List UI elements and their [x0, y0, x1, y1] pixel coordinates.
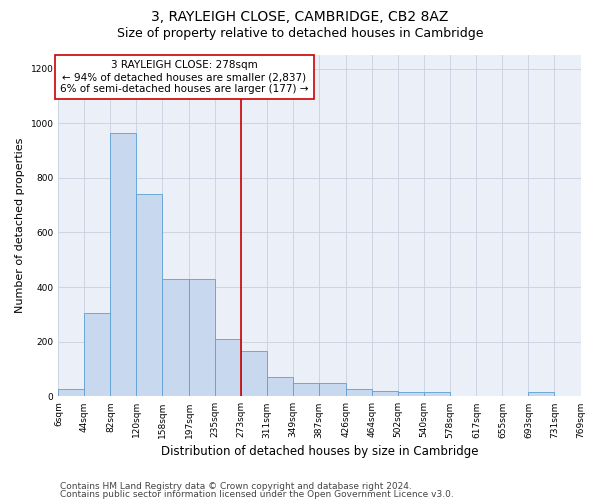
Bar [163, 279, 189, 396]
Bar [136, 194, 163, 396]
Text: Size of property relative to detached houses in Cambridge: Size of property relative to detached ho… [117, 28, 483, 40]
Bar [110, 133, 136, 396]
Y-axis label: Number of detached properties: Number of detached properties [15, 138, 25, 314]
Bar [398, 392, 424, 396]
Bar [189, 279, 215, 396]
Text: Contains HM Land Registry data © Crown copyright and database right 2024.: Contains HM Land Registry data © Crown c… [60, 482, 412, 491]
Bar [241, 352, 267, 397]
Bar [529, 392, 554, 396]
Text: Contains public sector information licensed under the Open Government Licence v3: Contains public sector information licen… [60, 490, 454, 499]
Text: 3, RAYLEIGH CLOSE, CAMBRIDGE, CB2 8AZ: 3, RAYLEIGH CLOSE, CAMBRIDGE, CB2 8AZ [151, 10, 449, 24]
Bar [424, 392, 450, 396]
Bar [85, 313, 110, 396]
Bar [372, 392, 398, 396]
Bar [581, 392, 600, 396]
Text: 3 RAYLEIGH CLOSE: 278sqm
← 94% of detached houses are smaller (2,837)
6% of semi: 3 RAYLEIGH CLOSE: 278sqm ← 94% of detach… [60, 60, 308, 94]
Bar [215, 339, 241, 396]
Bar [319, 384, 346, 396]
X-axis label: Distribution of detached houses by size in Cambridge: Distribution of detached houses by size … [161, 444, 478, 458]
Bar [346, 388, 372, 396]
Bar [293, 383, 319, 396]
Bar [58, 390, 85, 396]
Bar [267, 376, 293, 396]
